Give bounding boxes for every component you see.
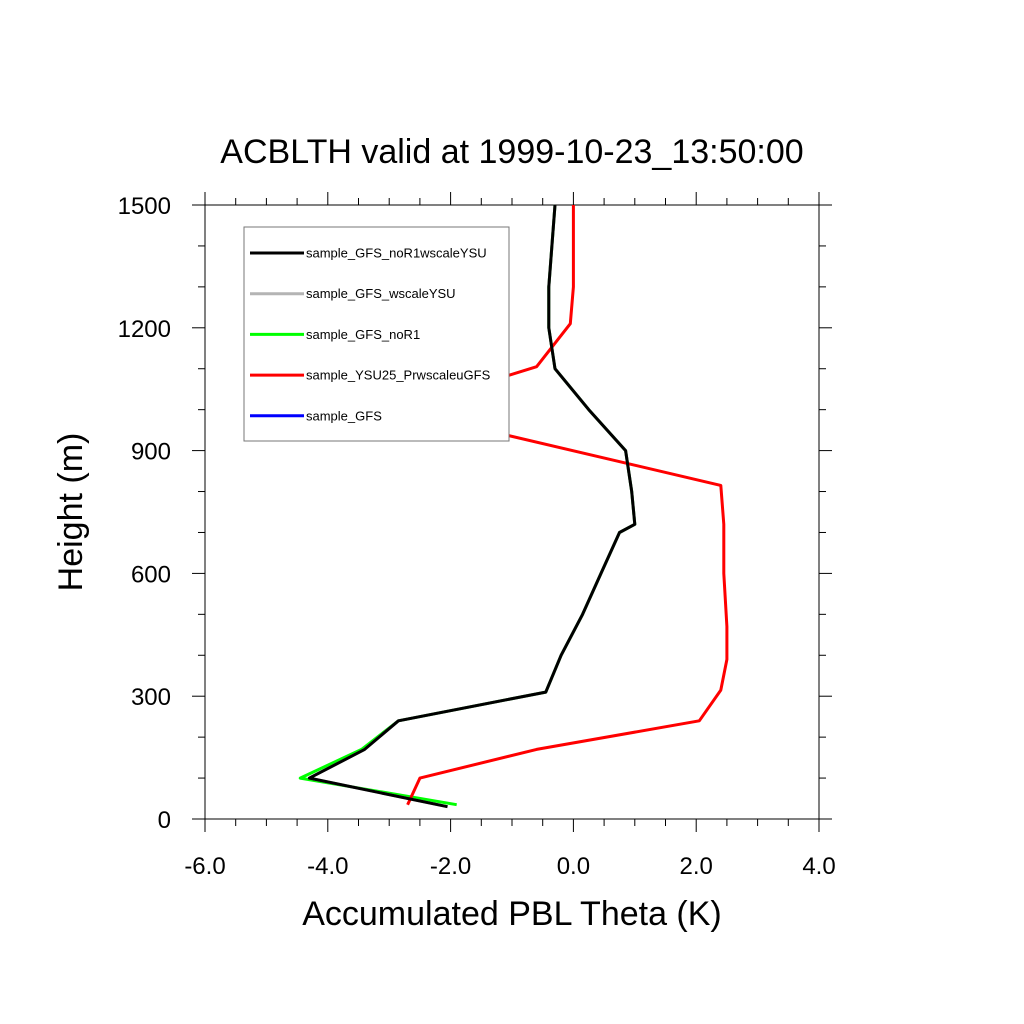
legend-label: sample_GFS_wscaleYSU <box>306 286 456 301</box>
x-tick-label: -2.0 <box>430 853 471 880</box>
legend-label: sample_YSU25_PrwscaleuGFS <box>306 368 491 383</box>
chart-title: ACBLTH valid at 1999-10-23_13:50:00 <box>220 133 803 171</box>
legend-label: sample_GFS_noR1wscaleYSU <box>306 246 487 261</box>
x-tick-label: -6.0 <box>184 853 225 880</box>
y-tick-label: 300 <box>131 684 171 711</box>
y-tick-label: 900 <box>131 439 171 466</box>
y-axis: 0 300 600 900 1200 1500 <box>118 193 832 834</box>
series-line-sample_GFS_noR1wscaleYSU <box>307 204 637 809</box>
series-lines <box>298 204 729 809</box>
legend-label: sample_GFS_noR1 <box>306 327 420 342</box>
legend: sample_GFS_noR1wscaleYSU sample_GFS_wscal… <box>243 226 510 442</box>
x-axis-label: Accumulated PBL Theta (K) <box>302 895 722 933</box>
x-tick-label: 2.0 <box>680 853 713 880</box>
series-line-sample_YSU25_PrwscaleuGFS <box>396 205 729 806</box>
y-tick-label: 1500 <box>118 193 171 220</box>
x-tick-label: -4.0 <box>307 853 348 880</box>
legend-label: sample_GFS <box>306 408 382 423</box>
y-tick-label: 0 <box>158 807 171 834</box>
y-tick-label: 600 <box>131 561 171 588</box>
y-tick-label: 1200 <box>118 316 171 343</box>
x-tick-label: 4.0 <box>802 853 835 880</box>
x-axis: -6.0 -4.0 -2.0 0.0 2.0 4.0 <box>184 192 836 880</box>
x-tick-label: 0.0 <box>557 853 590 880</box>
y-axis-label: Height (m) <box>52 433 90 592</box>
